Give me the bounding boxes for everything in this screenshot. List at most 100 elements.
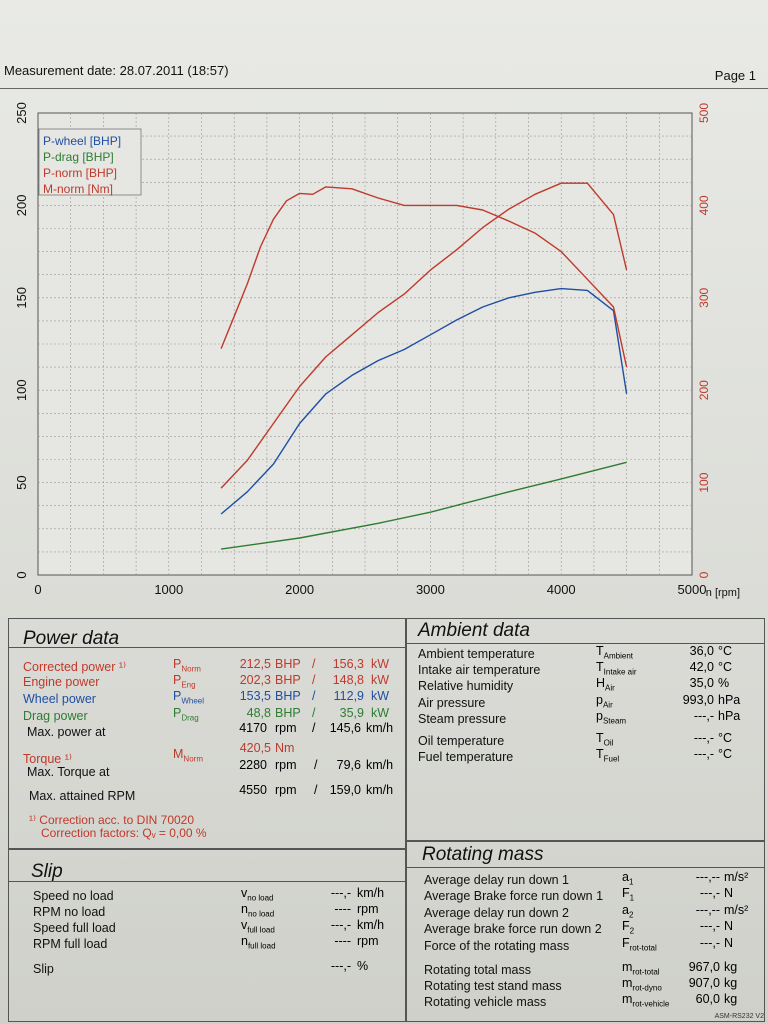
rotating-mass-panel: Rotating mass Average delay run down 1 a1… <box>405 840 765 1022</box>
unit-bhp: BHP <box>275 706 301 720</box>
torque-nm: 420,5 <box>239 741 271 755</box>
row-unit: N <box>724 919 734 933</box>
y-left-tick-label: 50 <box>14 475 29 489</box>
row-value: ---,- <box>693 747 714 761</box>
row-unit: kg <box>724 992 738 1006</box>
wheel-power-kw: 112,9 <box>333 689 364 703</box>
row-label: Slip <box>33 962 54 976</box>
row-value: ---,- <box>699 936 720 950</box>
page-number: Page 1 <box>714 68 756 83</box>
max-power-rpm: 4170 <box>239 721 267 735</box>
unit-slash: / <box>312 706 316 720</box>
row-symbol: Frot-total <box>622 936 657 953</box>
row-unit: N <box>724 886 734 900</box>
row-label: Average delay run down 2 <box>424 906 570 920</box>
legend-entry: P-norm [BHP] <box>43 166 117 180</box>
unit-bhp: BHP <box>275 689 301 703</box>
y-right-tick-label: 0 <box>697 571 711 578</box>
max-power-label: Max. power at <box>27 725 106 739</box>
rotating-mass-title: Rotating mass <box>422 844 544 865</box>
unit-kmh: km/h <box>366 758 394 772</box>
row-value: ---,- <box>693 709 714 723</box>
series-line-3 <box>220 186 628 368</box>
row-unit: °C <box>718 747 733 761</box>
slip-panel: Slip Speed no load vno load ---,- km/h RPM n… <box>8 848 407 1022</box>
row-label: Speed full load <box>33 921 116 935</box>
row-symbol: pSteam <box>596 709 627 726</box>
row-label: RPM no load <box>33 905 106 919</box>
corrected-power-label: Corrected power ¹⁾ <box>23 660 127 674</box>
row-value: 36,0 <box>689 644 714 658</box>
row-value: ---,-- <box>695 903 720 917</box>
row-label: Average delay run down 1 <box>424 873 570 887</box>
ambient-data-panel: Ambient data Ambient temperature TAmbient… <box>405 618 765 842</box>
unit-slash: / <box>312 657 316 671</box>
row-symbol: a1 <box>622 870 634 887</box>
report-header: Measurement date: 28.07.2011 (18:57) Pag… <box>0 58 768 89</box>
row-unit: kg <box>724 976 738 990</box>
correction-factors-note: Correction factors: Qᵥ = 0,00 % <box>41 826 207 840</box>
y-right-tick-label: 100 <box>697 472 711 492</box>
din-correction-note: ¹⁾ Correction acc. to DIN 70020 <box>29 813 195 827</box>
row-value: 967,0 <box>688 960 720 974</box>
x-tick-label: 0 <box>34 582 41 597</box>
unit-slash: / <box>312 689 316 703</box>
max-torque-rpm: 2280 <box>239 758 267 772</box>
row-symbol: F1 <box>622 886 635 903</box>
dyno-chart: 0 1000 2000 3000 4000 5000 n [rpm]050100150200… <box>14 102 740 599</box>
row-label: Rotating total mass <box>424 963 531 977</box>
row-symbol: TFuel <box>596 747 620 764</box>
engine-power-symbol: PEng <box>173 673 196 690</box>
y-right-tick-label: 500 <box>697 103 711 123</box>
row-symbol: TOil <box>596 731 614 748</box>
row-symbol: nfull load <box>241 934 276 951</box>
unit-kw: kW <box>371 673 390 687</box>
unit-kmh: km/h <box>366 721 394 735</box>
row-label: Force of the rotating mass <box>424 939 570 953</box>
row-label: Relative humidity <box>418 679 514 693</box>
unit-nm: Nm <box>275 741 295 755</box>
row-symbol: a2 <box>622 903 634 920</box>
row-label: Steam pressure <box>418 712 507 726</box>
ambient-data-title: Ambient data <box>418 620 530 641</box>
unit-slash: / <box>312 721 316 735</box>
row-unit: m/s² <box>724 870 749 884</box>
measurement-date: Measurement date: 28.07.2011 (18:57) <box>4 63 229 78</box>
row-value: ---,-- <box>695 870 720 884</box>
row-unit: rpm <box>357 934 379 948</box>
row-unit: N <box>724 936 734 950</box>
row-value: ---,- <box>699 919 720 933</box>
software-version: ASM-RS232 V2 <box>714 1013 764 1020</box>
legend-entry: M-norm [Nm] <box>43 182 113 196</box>
corrected-power-symbol: PNorm <box>173 657 201 674</box>
unit-bhp: BHP <box>275 657 301 671</box>
row-label: Rotating vehicle mass <box>424 995 547 1009</box>
row-symbol: TAmbient <box>596 644 633 661</box>
unit-kmh: km/h <box>366 783 394 797</box>
drag-power-kw: 35,9 <box>339 706 364 720</box>
max-torque-label: Max. Torque at <box>27 765 110 779</box>
row-value: 35,0 <box>689 676 714 690</box>
row-symbol: nno load <box>241 902 275 919</box>
row-unit: km/h <box>357 886 385 900</box>
row-symbol: mrot-dyno <box>622 976 662 993</box>
y-left-tick-label: 100 <box>14 379 29 401</box>
y-left-tick-label: 0 <box>14 571 29 578</box>
unit-bhp: BHP <box>275 673 301 687</box>
row-unit: % <box>718 676 730 690</box>
row-label: Fuel temperature <box>418 750 514 764</box>
x-tick-label: 2000 <box>285 582 314 597</box>
wheel-power-bhp: 153,5 <box>239 689 271 703</box>
x-tick-label: 1000 <box>154 582 183 597</box>
unit-kw: kW <box>371 657 390 671</box>
row-unit: °C <box>718 731 733 745</box>
torque-label: Torque ¹⁾ <box>23 752 72 766</box>
row-unit: hPa <box>718 693 741 707</box>
row-value: ---,- <box>330 886 351 900</box>
power-data-header <box>9 619 406 648</box>
row-label: Air pressure <box>418 696 486 710</box>
y-left-tick-label: 200 <box>14 195 29 217</box>
x-axis-label: n [rpm] <box>706 587 740 599</box>
drag-power-symbol: PDrag <box>173 706 199 723</box>
y-left-tick-label: 150 <box>14 287 29 309</box>
